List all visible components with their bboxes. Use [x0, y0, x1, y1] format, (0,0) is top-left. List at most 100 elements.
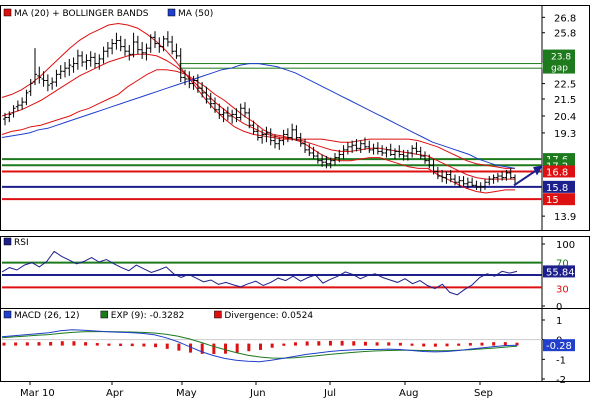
x-tick-label: Aug [399, 388, 419, 399]
macd-divergence-bar [130, 343, 134, 347]
price-bar [478, 182, 483, 192]
price-bar [50, 77, 55, 90]
price-bar [200, 82, 205, 98]
x-tick-label: May [176, 388, 197, 399]
price-bar [461, 176, 466, 187]
macd-divergence-bar [340, 340, 344, 346]
price-bar [311, 146, 316, 160]
price-bar [63, 62, 67, 78]
price-bar [165, 31, 170, 47]
macd-divergence-bar [84, 342, 88, 346]
macd-divergence-bar [410, 343, 414, 346]
macd-divergence-bar [154, 343, 158, 348]
price-bar [101, 46, 106, 64]
price-bar [230, 109, 235, 124]
price-legend-label: MA (20) + BOLLINGER BANDS [14, 9, 149, 19]
price-bar [435, 166, 440, 180]
macd-divergence-bar [247, 343, 251, 352]
macd-divergence-bar [95, 343, 99, 346]
price-bar [277, 137, 282, 150]
price-tick-label: 25.8 [554, 29, 576, 40]
price-bar [204, 86, 209, 104]
price-bar [37, 66, 42, 84]
price-bar [465, 177, 470, 189]
forecast-arrow-head [533, 165, 543, 176]
x-tick-label: Jul [323, 388, 336, 399]
price-bar [508, 168, 513, 180]
macd-divergence-bar [2, 342, 6, 346]
x-tick-label: Apr [106, 388, 124, 399]
price-bar [75, 49, 80, 70]
macd-divergence-bar [492, 342, 496, 346]
price-bar [380, 145, 385, 157]
price-bar [328, 157, 333, 169]
macd-divergence-bar [445, 343, 449, 347]
macd-tick-label: -2 [556, 375, 566, 386]
macd-divergence-bar [387, 342, 391, 346]
macd-divergence-bar [433, 343, 437, 347]
price-tick-label: 22.5 [554, 80, 576, 91]
price-bar [191, 75, 196, 90]
price-bar [504, 169, 509, 181]
gap-label-text: gap [551, 64, 568, 74]
rsi-line [1, 250, 518, 296]
price-bar [157, 37, 162, 53]
forecast-arrow-shaft [513, 169, 538, 187]
price-bar [144, 43, 149, 61]
price-gap-zone [179, 63, 543, 69]
macd-divergence-bar [457, 343, 461, 346]
macd-divergence-bar [142, 343, 146, 347]
price-bar [221, 108, 226, 123]
macd-signal-line [1, 331, 518, 359]
price-bar [97, 54, 102, 70]
price-bar [105, 41, 110, 58]
price-bar [80, 51, 85, 67]
macd-divergence-bar [480, 342, 484, 346]
price-price-label-bg [543, 165, 575, 178]
price-bar [110, 38, 115, 55]
price-bar [393, 148, 397, 160]
price-bar [225, 106, 230, 121]
macd-line [1, 329, 518, 363]
price-bar [457, 176, 462, 187]
price-bar [255, 125, 260, 141]
macd-legend-swatch [100, 310, 109, 319]
price-bar [3, 112, 7, 126]
macd-price-label-bg [543, 339, 575, 352]
price-bar [303, 139, 307, 153]
price-bar [431, 159, 436, 175]
price-price-label-bg [543, 180, 575, 193]
rsi-tick-label-50: 50 [556, 277, 566, 286]
price-bar [290, 123, 295, 141]
price-bar [500, 171, 505, 181]
price-bar [84, 54, 89, 70]
rsi-legend-swatch [3, 237, 12, 246]
macd-price-label: -0.28 [546, 341, 572, 352]
price-bar [127, 45, 132, 61]
price-bar [268, 128, 273, 146]
price-bar [324, 156, 329, 169]
macd-divergence-bar [224, 343, 228, 354]
rsi-price-label: 55.84 [546, 267, 575, 278]
price-bar [183, 69, 187, 86]
price-bar [264, 126, 269, 143]
price-bar [367, 140, 372, 153]
price-bar [285, 128, 290, 143]
macd-divergence-bar [468, 343, 472, 346]
price-bar [28, 78, 33, 96]
price-bar [135, 35, 140, 55]
macd-legend-label: MACD (26, 12) [14, 311, 80, 321]
price-bar [414, 142, 419, 155]
price-bar [195, 74, 200, 93]
rsi-legend-label: RSI [14, 238, 29, 248]
macd-legend-label: EXP (9): -0.3282 [111, 311, 185, 321]
price-bar [15, 100, 20, 112]
price-bar [260, 129, 265, 144]
macd-divergence-bar [422, 343, 426, 347]
macd-legend-label: Divergence: 0.0524 [224, 311, 313, 321]
macd-divergence-bar [200, 343, 204, 354]
price-tick-label: 13.9 [554, 212, 576, 223]
macd-divergence-bar [375, 342, 379, 346]
macd-divergence-bar [352, 341, 356, 346]
macd-divergence-bar [515, 342, 519, 346]
